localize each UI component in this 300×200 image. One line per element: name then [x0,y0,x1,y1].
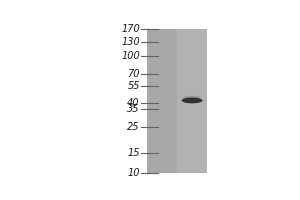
Bar [147,29,177,173]
Text: 15: 15 [127,148,140,158]
Text: 35: 35 [127,104,140,114]
Text: 10: 10 [127,168,140,178]
Text: 170: 170 [121,24,140,34]
Text: 55: 55 [127,81,140,91]
Ellipse shape [183,96,201,99]
Text: 40: 40 [127,98,140,108]
Bar [177,29,207,173]
Text: 130: 130 [121,37,140,47]
Text: 70: 70 [127,69,140,79]
Ellipse shape [182,98,203,103]
Text: 25: 25 [127,122,140,132]
Text: 100: 100 [121,51,140,61]
